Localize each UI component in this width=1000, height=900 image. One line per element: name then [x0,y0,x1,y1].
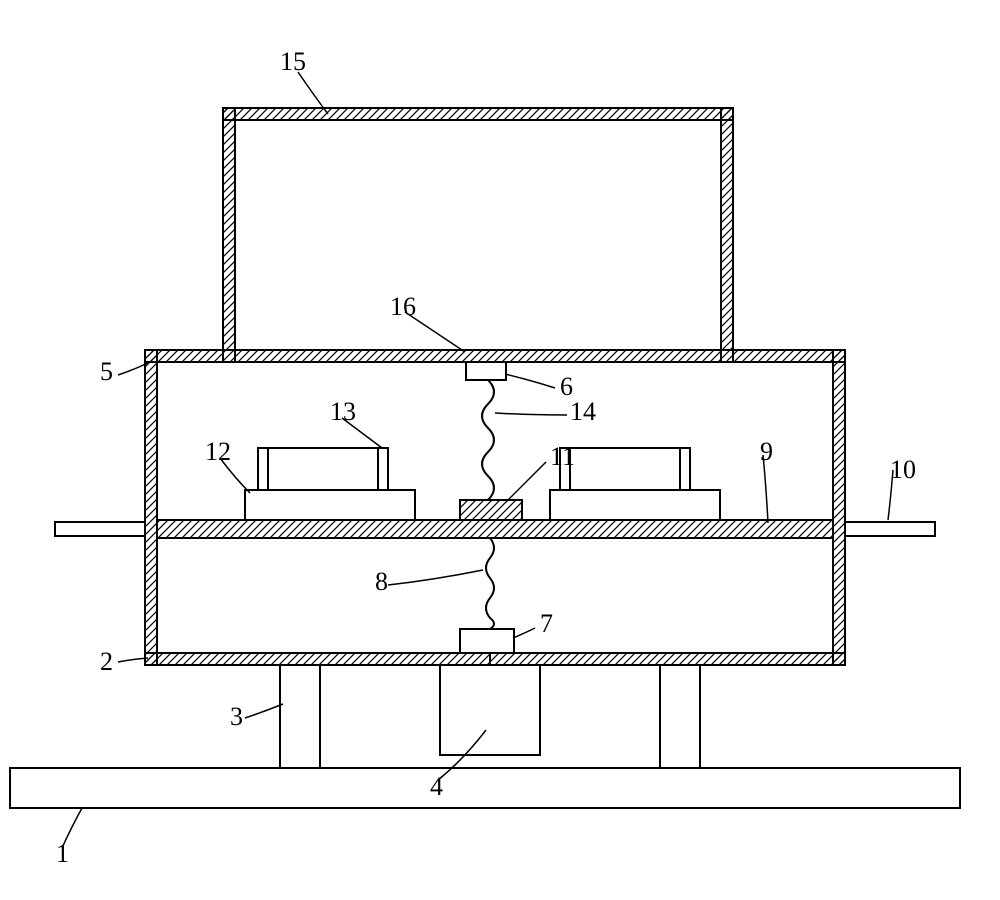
label-15: 15 [280,47,306,76]
label-16: 16 [390,292,416,321]
base-slab [10,768,960,808]
stickout-right [845,522,935,536]
label-8: 8 [375,567,388,596]
upper-block-6 [466,362,506,380]
label-5: 5 [100,357,113,386]
label-1: 1 [56,839,69,868]
motor-box [440,665,540,755]
lower-block-7 [460,629,514,653]
leg-left [280,665,320,768]
wire-lower-8 [486,538,494,629]
label-11: 11 [550,442,575,471]
middle-block-11 [460,500,522,520]
label-13: 13 [330,397,356,426]
label-2: 2 [100,647,113,676]
tray-right [550,448,720,520]
leg-right [660,665,700,768]
label-12: 12 [205,437,231,466]
upper-chamber [223,108,733,350]
middle-plate [157,520,833,538]
label-14: 14 [570,397,596,426]
engineering-diagram: 1 2 3 4 5 6 7 8 9 10 11 12 13 14 15 16 [0,0,1000,900]
stickout-left [55,522,145,536]
label-9: 9 [760,437,773,466]
tray-left [245,448,415,520]
label-7: 7 [540,609,553,638]
label-10: 10 [890,455,916,484]
wire-upper-14 [482,380,494,500]
label-4: 4 [430,772,443,801]
label-3: 3 [230,702,243,731]
